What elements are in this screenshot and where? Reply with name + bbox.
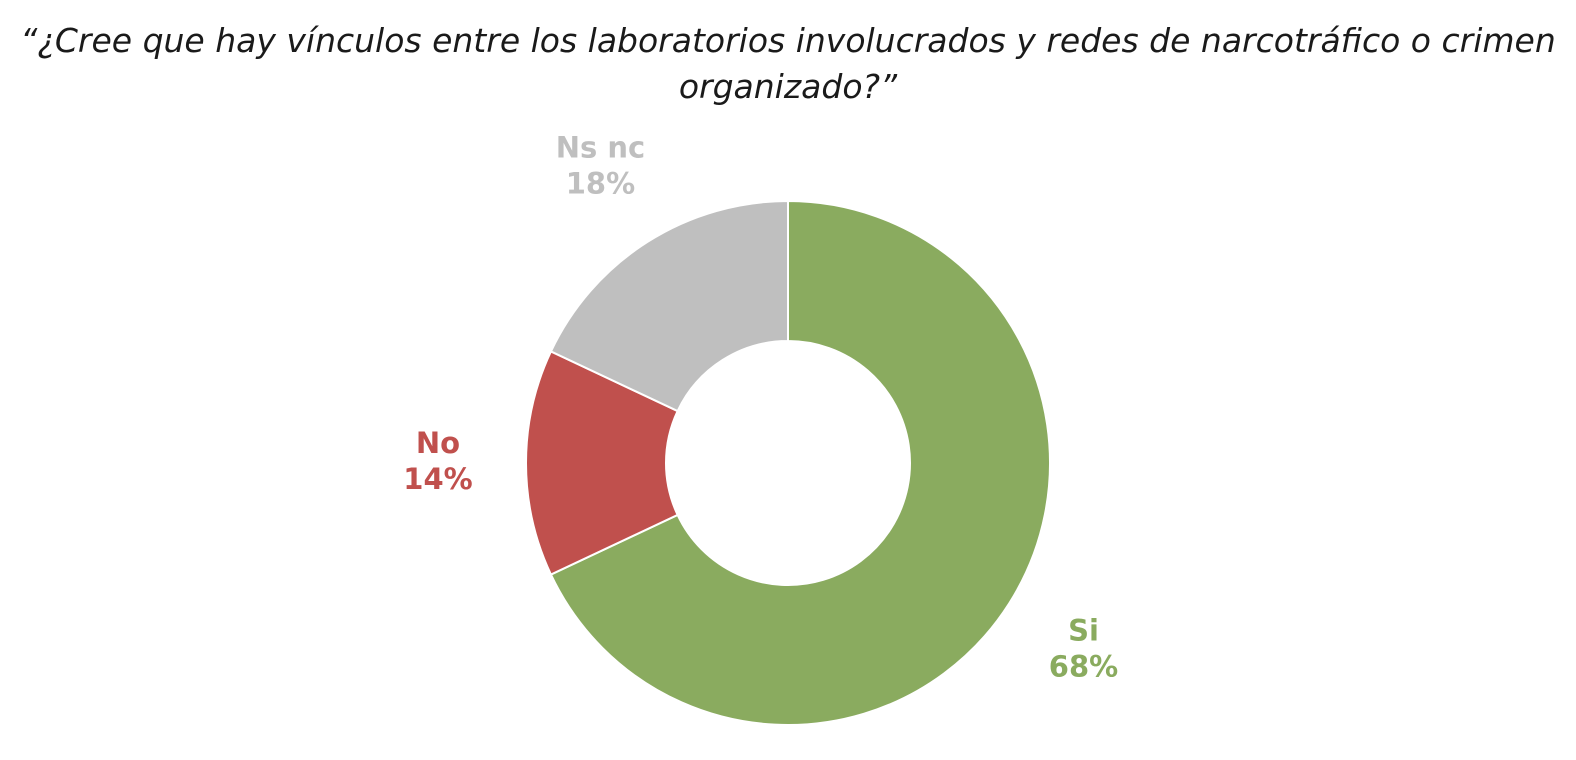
slice-category-label: No xyxy=(416,426,460,460)
slice-value-label: 14% xyxy=(403,462,472,496)
donut-slice xyxy=(525,350,679,576)
slice-category-label: Ns nc xyxy=(556,130,645,164)
donut-slice xyxy=(549,199,1051,726)
donut-slice xyxy=(549,199,789,413)
slice-category-label: Si xyxy=(1068,614,1099,648)
slice-value-label: 68% xyxy=(1049,650,1118,684)
slice-value-label: 18% xyxy=(566,166,635,200)
chart-title: “¿Cree que hay vínculos entre los labora… xyxy=(20,21,1556,106)
